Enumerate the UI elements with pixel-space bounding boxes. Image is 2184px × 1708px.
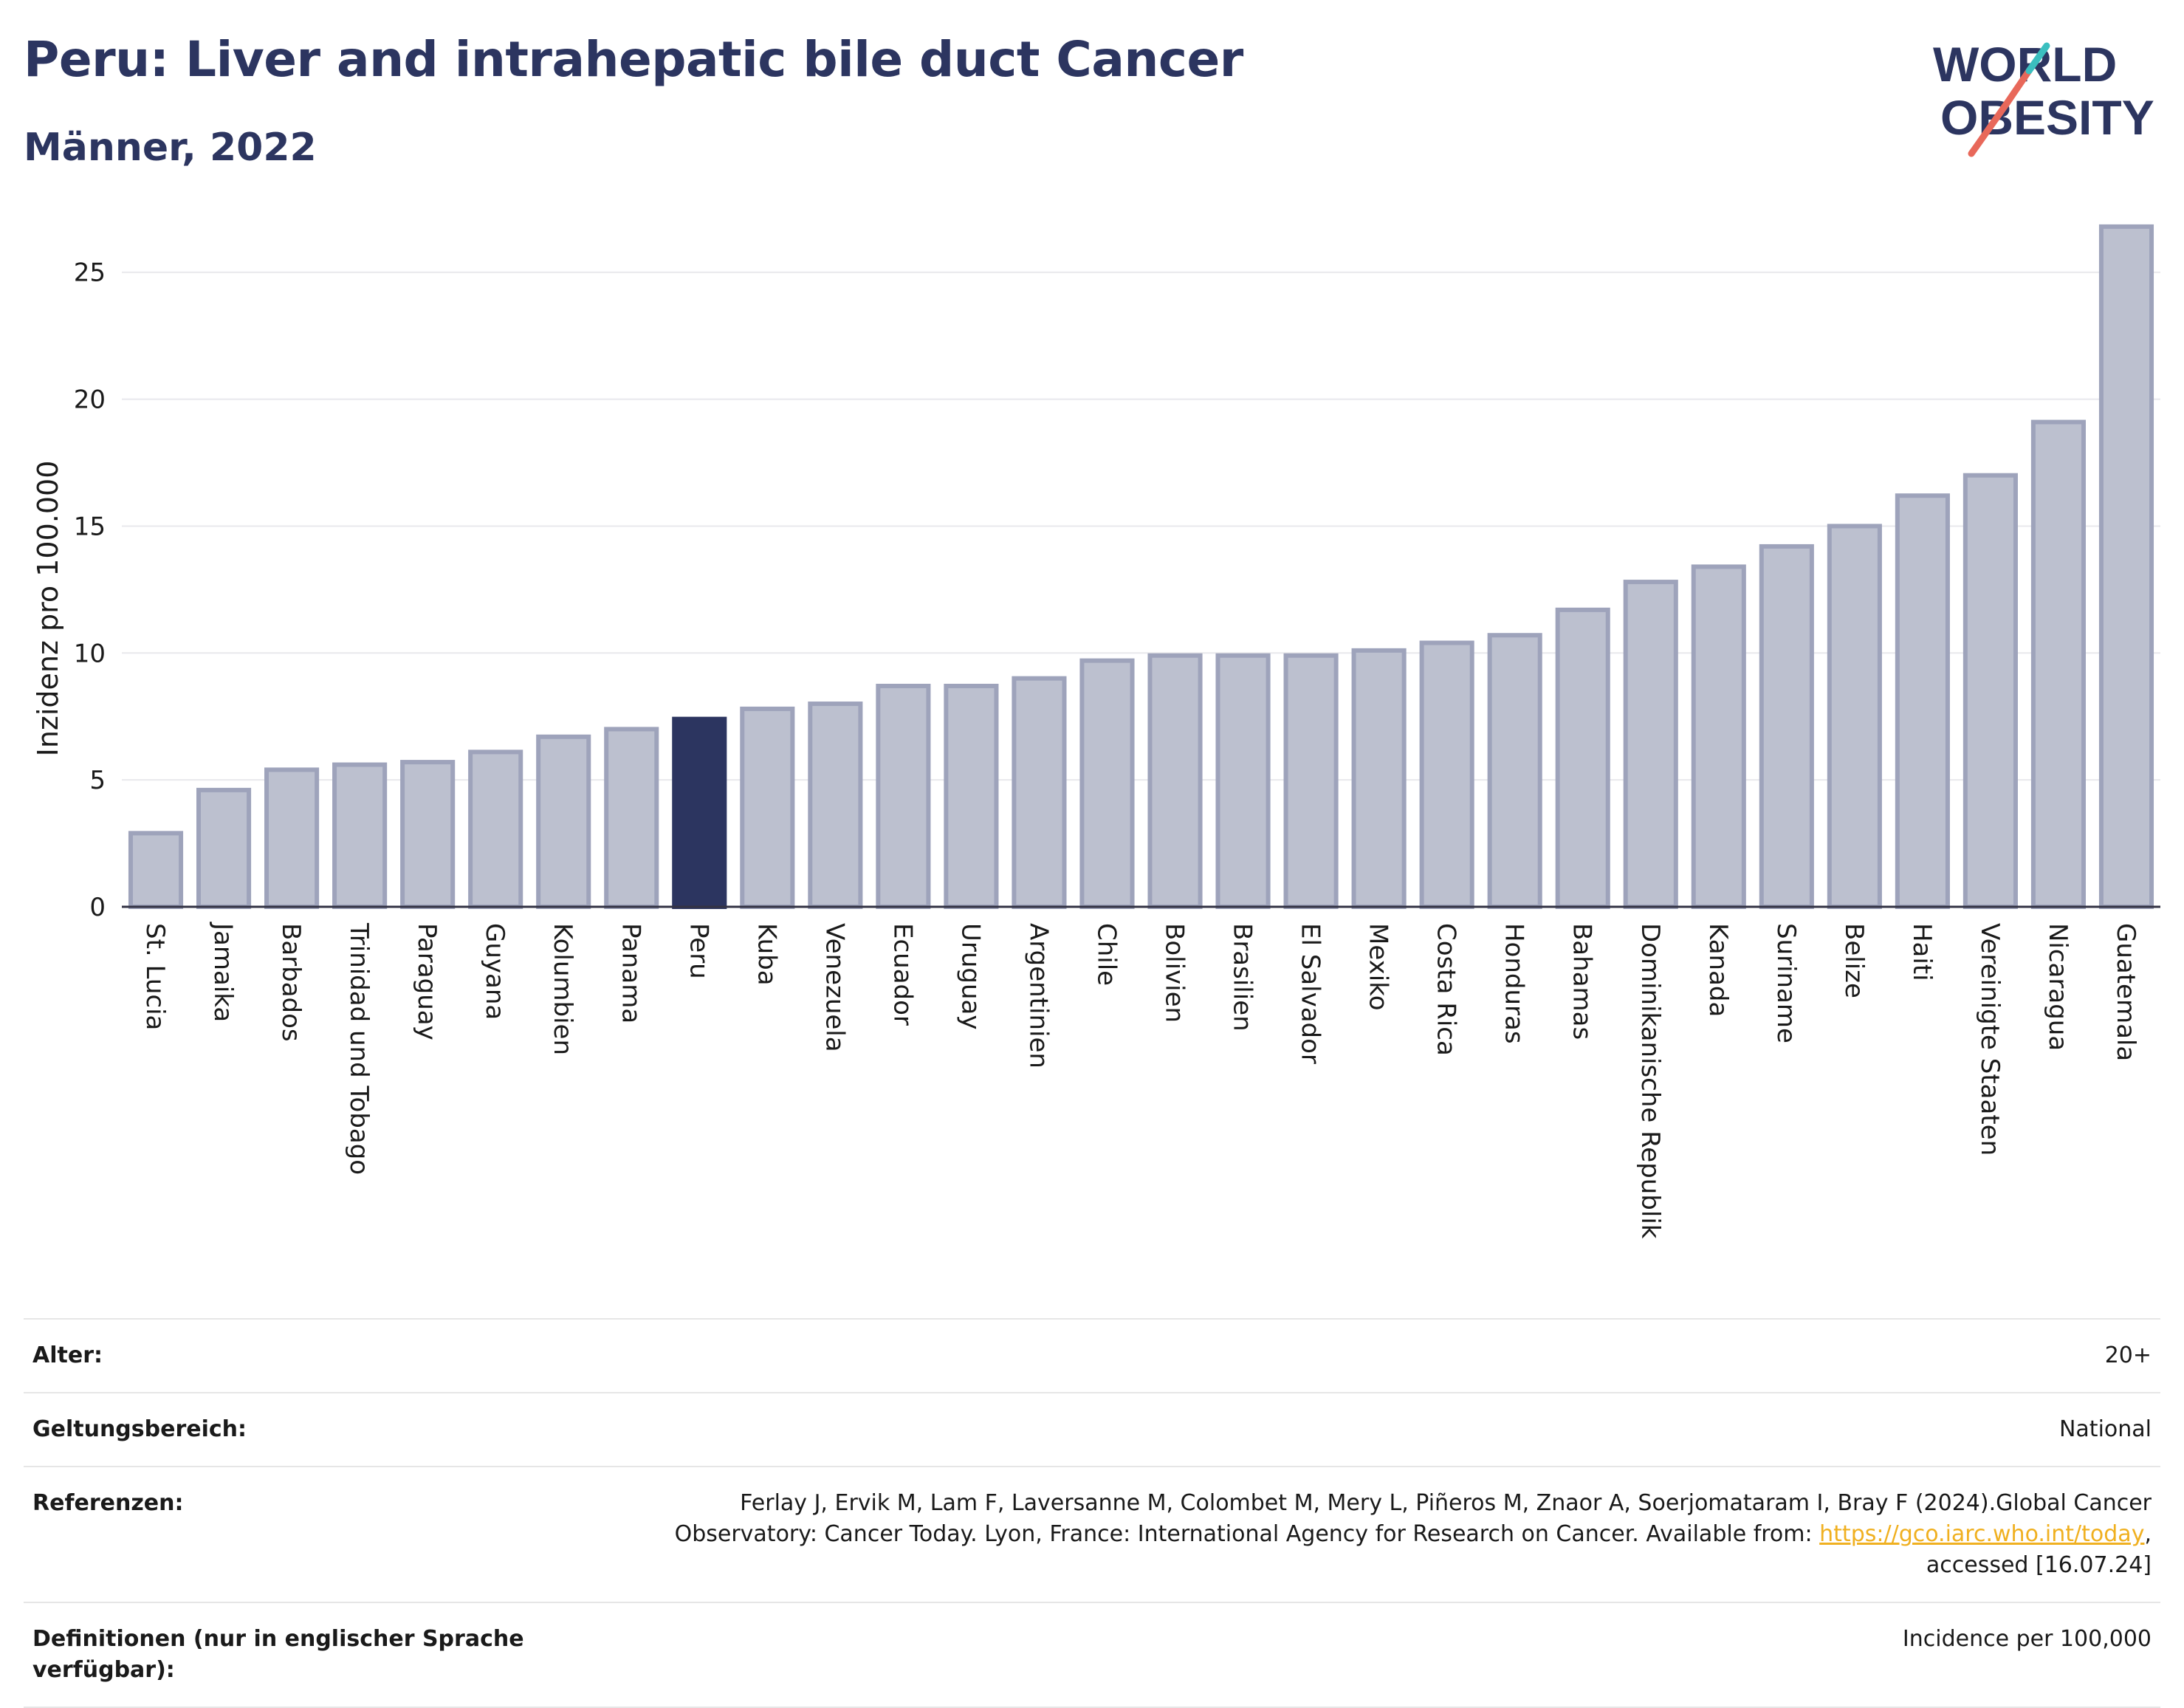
x-tick-label: El Salvador	[1296, 923, 1325, 1064]
bar-bahamas	[1555, 607, 1610, 909]
x-tick-label: Barbados	[276, 923, 306, 1042]
x-tick-label: Venezuela	[820, 923, 849, 1052]
bar-chart: 0 5 10 15 20 25 St. Lucia Jamaika Barbados Trini…	[32, 224, 2160, 1239]
x-tick-label: Honduras	[1500, 923, 1529, 1044]
reference-accessed: , accessed [16.07.24]	[1926, 1521, 2152, 1578]
x-tick-label: Ecuador	[887, 923, 917, 1026]
x-tick-label: Kanada	[1703, 923, 1733, 1017]
y-tick-label: 5	[89, 766, 106, 795]
info-row-references: Referenzen: Ferlay J, Ervik M, Lam F, La…	[24, 1466, 2160, 1602]
bar-jamaika	[196, 787, 252, 909]
bar-uruguay	[944, 683, 999, 909]
info-key: Definitionen (nur in englischer Sprache …	[32, 1626, 524, 1683]
y-axis-label: Inzidenz pro 100.000	[32, 461, 64, 757]
info-value: 20+	[2104, 1342, 2152, 1368]
bar-guatemala	[2098, 224, 2154, 909]
x-tick-label: Haiti	[1907, 923, 1937, 981]
x-tick-label: Guyana	[480, 923, 509, 1020]
bar-ecuador	[876, 683, 931, 909]
logo-teal-slash	[2025, 42, 2050, 75]
world-obesity-logo: WORLD OBESITY	[1933, 37, 2154, 157]
x-tick-label: Chile	[1091, 923, 1121, 986]
logo-red-slash-upper	[2003, 67, 2033, 107]
bar-honduras	[1487, 633, 1542, 910]
info-value: National	[2058, 1416, 2152, 1442]
bar-guyana	[468, 750, 523, 910]
chart-subtitle: Männer, 2022	[24, 126, 317, 170]
bar-paraguay	[400, 760, 456, 909]
info-value: Ferlay J, Ervik M, Lam F, Laversanne M, …	[638, 1488, 2152, 1581]
bar-bolivien	[1147, 653, 1203, 909]
info-key: Geltungsbereich:	[32, 1416, 247, 1442]
bar-mexiko	[1351, 648, 1407, 909]
info-key: Alter:	[32, 1342, 103, 1368]
bar-belize	[1827, 524, 1882, 909]
info-row-age: Alter: 20+	[24, 1318, 2160, 1392]
y-tick-label: 25	[74, 258, 106, 288]
bar-nicaragua	[2030, 419, 2087, 909]
bar-suriname	[1759, 543, 1814, 909]
bar-trinidad-und-tobago	[332, 762, 388, 909]
x-tick-label: Kuba	[752, 923, 781, 986]
x-tick-label: Guatemala	[2111, 923, 2140, 1061]
x-tick-label: Peru	[684, 923, 713, 979]
bar-brasilien	[1215, 653, 1271, 909]
bar-peru	[672, 716, 727, 909]
x-tick-label: Brasilien	[1228, 923, 1257, 1032]
x-tick-label: Jamaika	[208, 922, 238, 1022]
bar-chile	[1079, 658, 1135, 909]
y-tick-label: 15	[74, 512, 106, 541]
x-tick-label: Costa Rica	[1432, 923, 1461, 1056]
reference-text: Ferlay J, Ervik M, Lam F, Laversanne M, …	[674, 1490, 2152, 1547]
x-tick-label: Kolumbien	[548, 923, 577, 1055]
info-key: Referenzen:	[32, 1490, 184, 1516]
bar-venezuela	[808, 702, 863, 909]
bar-dominikanische-republik	[1623, 580, 1678, 909]
bar-el-salvador	[1283, 653, 1339, 909]
x-tick-label: Paraguay	[412, 923, 442, 1040]
bars	[128, 224, 2154, 910]
bar-vereinigte-staaten	[1962, 473, 2018, 909]
bar-haiti	[1895, 493, 1950, 909]
bar-st-lucia	[128, 831, 184, 909]
bar-panama	[604, 727, 659, 909]
x-tick-label: Nicaragua	[2043, 923, 2073, 1051]
bar-barbados	[264, 767, 320, 910]
x-tick-label: Dominikanische Republik	[1635, 923, 1665, 1239]
y-tick-label: 0	[89, 893, 106, 922]
info-row-definitions: Definitionen (nur in englischer Sprache …	[24, 1602, 2160, 1708]
x-axis-tick-labels: St. Lucia Jamaika Barbados Trinidad und Tob…	[140, 922, 2140, 1239]
x-tick-label: Mexiko	[1364, 923, 1393, 1011]
chart-title: Peru: Liver and intrahepatic bile duct C…	[24, 31, 1243, 88]
bar-costa-rica	[1419, 640, 1474, 909]
logo-red-slash	[1968, 100, 2010, 157]
info-table: Alter: 20+ Geltungsbereich: National Ref…	[24, 1318, 2160, 1708]
reference-link[interactable]: https://gco.iarc.who.int/today	[1819, 1521, 2145, 1547]
y-axis-ticks: 0 5 10 15 20 25	[74, 258, 106, 922]
y-tick-label: 20	[74, 385, 106, 415]
x-tick-label: Trinidad und Tobago	[344, 922, 374, 1175]
gridlines	[122, 271, 2160, 781]
x-tick-label: Argentinien	[1023, 923, 1053, 1069]
x-tick-label: St. Lucia	[140, 923, 170, 1030]
x-tick-label: Bolivien	[1160, 923, 1189, 1023]
bar-kanada	[1691, 564, 1746, 909]
x-tick-label: Suriname	[1771, 923, 1801, 1043]
bar-kuba	[740, 706, 795, 910]
x-tick-label: Bahamas	[1567, 923, 1597, 1040]
x-tick-label: Vereinigte Staaten	[1975, 923, 2005, 1156]
x-tick-label: Belize	[1839, 923, 1869, 998]
info-value: Incidence per 100,000	[1902, 1626, 2152, 1652]
info-row-scope: Geltungsbereich: National	[24, 1392, 2160, 1466]
bar-kolumbien	[536, 734, 591, 909]
logo-line2: OBESITY	[1940, 90, 2154, 145]
y-tick-label: 10	[74, 639, 106, 668]
x-tick-label: Panama	[616, 923, 645, 1023]
bar-argentinien	[1012, 676, 1067, 910]
x-tick-label: Uruguay	[955, 923, 985, 1030]
